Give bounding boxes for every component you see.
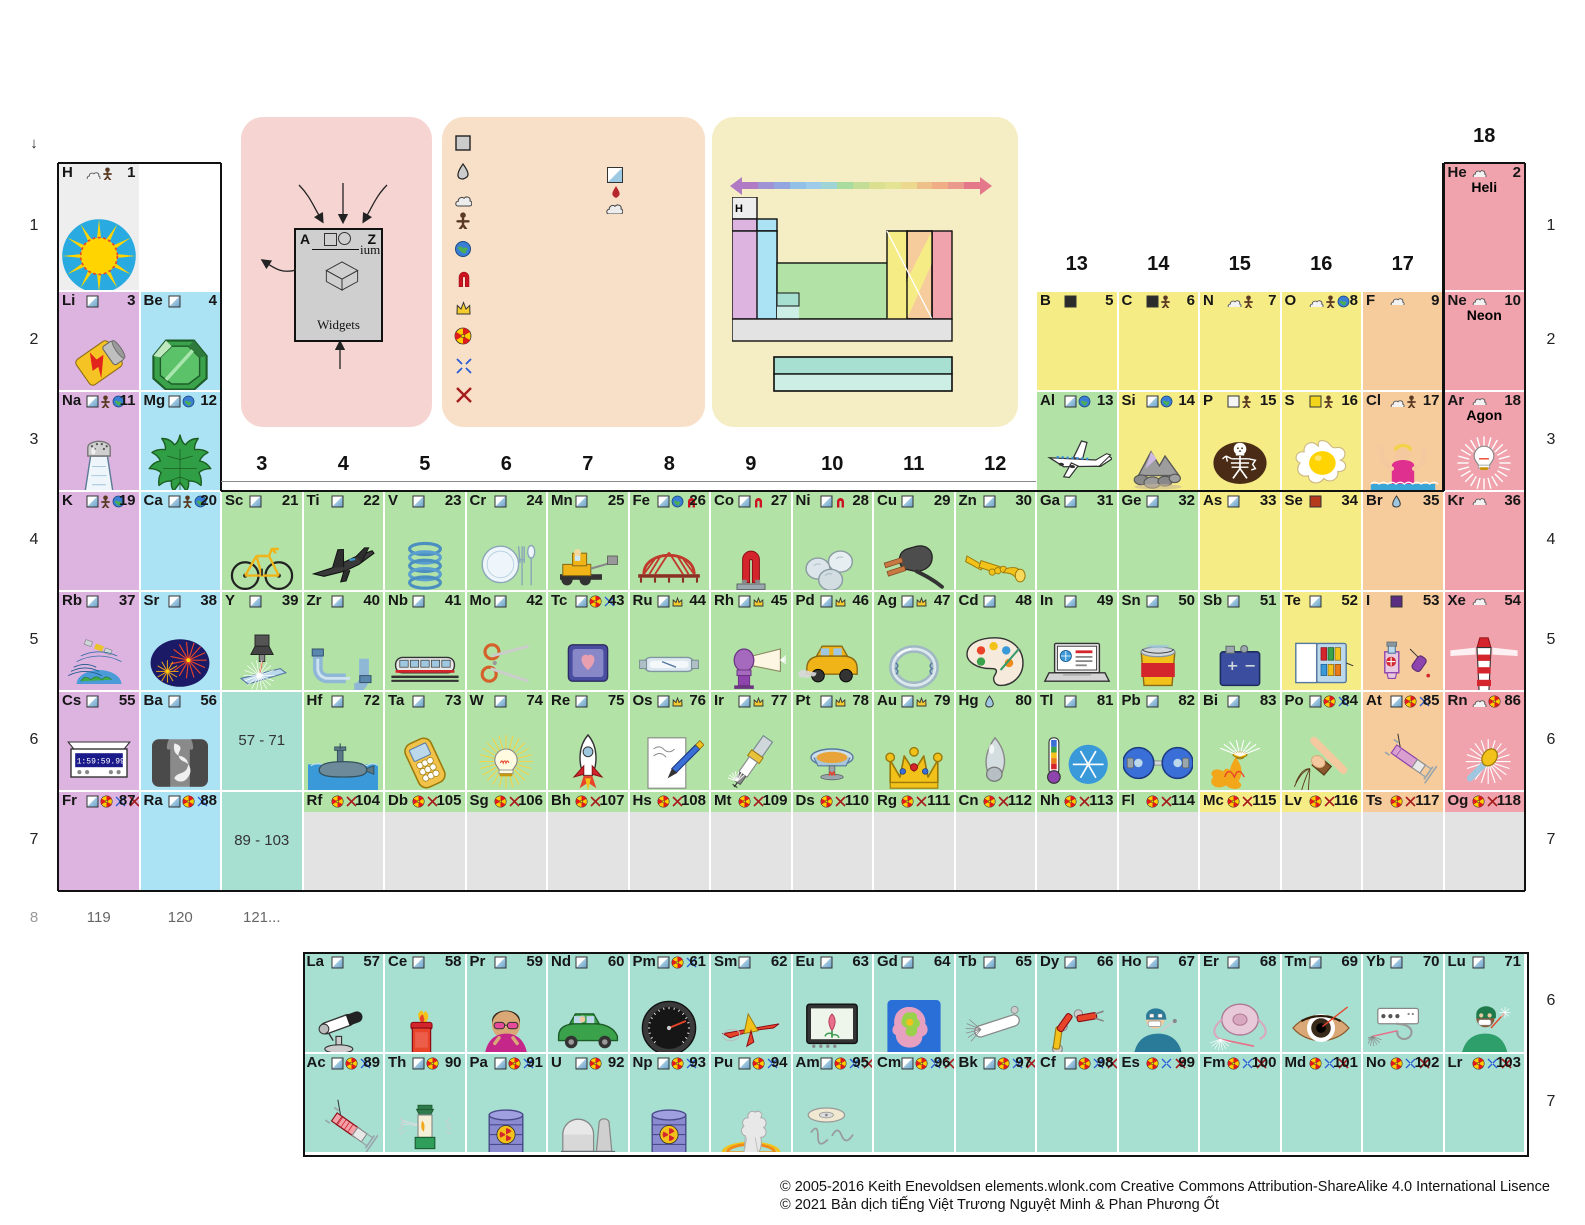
svg-text:1:59:59.99: 1:59:59.99 [76,758,124,767]
svg-text:H: H [735,203,743,215]
